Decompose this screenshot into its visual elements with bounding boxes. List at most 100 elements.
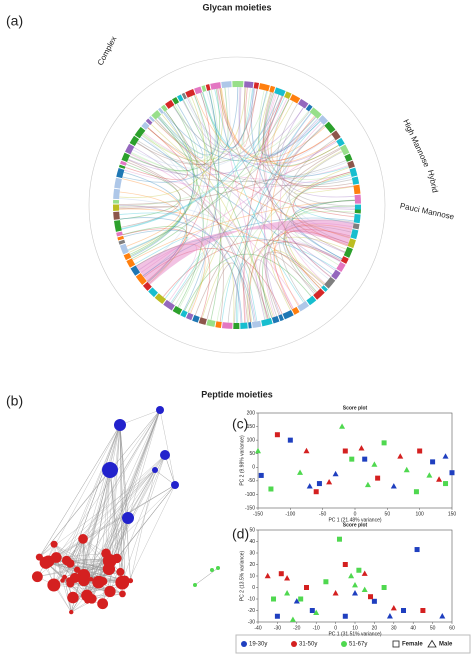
arc-segment — [340, 256, 349, 264]
arc-segment — [251, 320, 262, 329]
arc-segment — [233, 322, 240, 329]
legend-swatch — [291, 641, 297, 647]
arc-segment — [306, 295, 317, 306]
chord-link — [142, 90, 216, 162]
network-edge — [56, 409, 161, 558]
chord-link — [128, 119, 320, 176]
point — [358, 445, 365, 451]
network-node — [216, 566, 220, 570]
network-edge — [122, 454, 166, 583]
network-edge — [194, 567, 219, 586]
network-edge — [119, 424, 131, 581]
panel-label: (c) — [232, 416, 248, 432]
arc-segment — [123, 252, 132, 261]
network-edge — [122, 484, 176, 594]
network-node — [99, 577, 108, 586]
point — [326, 479, 333, 485]
network-edge — [82, 454, 166, 540]
chord-link — [119, 208, 323, 288]
chord-link — [130, 153, 300, 306]
chord-link — [129, 88, 220, 172]
chord-link — [292, 200, 355, 260]
chord-link — [251, 88, 343, 260]
chord-link — [187, 96, 284, 313]
chord-link — [264, 253, 317, 316]
point — [442, 453, 449, 459]
point — [303, 447, 310, 454]
network-edge — [83, 424, 121, 576]
chord-link — [194, 94, 222, 321]
network-node — [78, 574, 90, 587]
point — [443, 481, 449, 487]
network-edge — [77, 454, 166, 570]
point — [274, 432, 280, 438]
point — [278, 571, 284, 577]
point — [352, 582, 358, 588]
chord-link — [162, 239, 341, 298]
chord-link — [140, 140, 337, 274]
class-label: Pauci Mannose — [399, 201, 455, 221]
chord-link — [274, 224, 353, 310]
chord-link — [131, 115, 193, 173]
arc-segment — [114, 220, 122, 232]
chord-link — [185, 98, 319, 158]
chord-link — [248, 229, 351, 323]
chord-link — [264, 92, 352, 184]
chord-link — [136, 142, 252, 323]
chord-link — [277, 151, 343, 302]
y-tick-label: 0 — [252, 585, 255, 591]
network-edge — [109, 409, 161, 561]
point — [436, 476, 443, 482]
network-node — [119, 590, 126, 598]
chord-link — [142, 217, 354, 277]
chord-link — [124, 169, 351, 189]
chord-link — [172, 105, 304, 157]
network-node — [102, 462, 118, 478]
point — [274, 613, 280, 619]
chord-link — [122, 86, 239, 183]
arc-segment — [347, 160, 355, 169]
arc-segment — [114, 177, 122, 189]
network-node — [97, 598, 109, 610]
chord-link — [119, 198, 323, 288]
chord-link — [216, 88, 272, 318]
network-edge — [120, 517, 129, 572]
chord-link — [265, 223, 354, 317]
chord-link — [279, 122, 326, 284]
chord-link — [195, 94, 332, 163]
plot-title: Score plot — [343, 522, 368, 528]
network-node — [114, 419, 126, 431]
chord-link — [122, 228, 211, 318]
network-node — [171, 481, 179, 489]
chord-link — [142, 133, 267, 320]
x-tick-label: -10 — [313, 625, 320, 631]
chord-link — [163, 111, 321, 162]
network-edge — [66, 424, 121, 561]
point — [255, 447, 261, 454]
arc-segment — [313, 288, 325, 300]
network-node — [101, 548, 111, 559]
chord-link — [119, 163, 181, 220]
arc-segment — [160, 104, 168, 112]
network-node — [73, 566, 81, 573]
point — [289, 616, 296, 622]
chord-link — [184, 253, 312, 311]
y-tick-label: -10 — [248, 596, 255, 602]
chord-link — [165, 110, 224, 322]
network-edge — [56, 557, 72, 613]
arc-segment — [278, 314, 284, 322]
arc-segment — [340, 144, 350, 156]
arc-segment — [201, 85, 207, 92]
chord-link — [262, 92, 331, 278]
arc-segment — [135, 273, 147, 286]
network-node — [112, 553, 122, 564]
arc-segment — [206, 319, 216, 327]
arc-segment — [172, 305, 183, 315]
chord-link — [259, 93, 294, 310]
chord-link — [161, 113, 274, 318]
chord-link — [147, 127, 353, 187]
chord-link — [141, 135, 206, 314]
point — [284, 590, 291, 596]
arc-segment — [221, 81, 232, 88]
arc-segment — [321, 285, 328, 292]
